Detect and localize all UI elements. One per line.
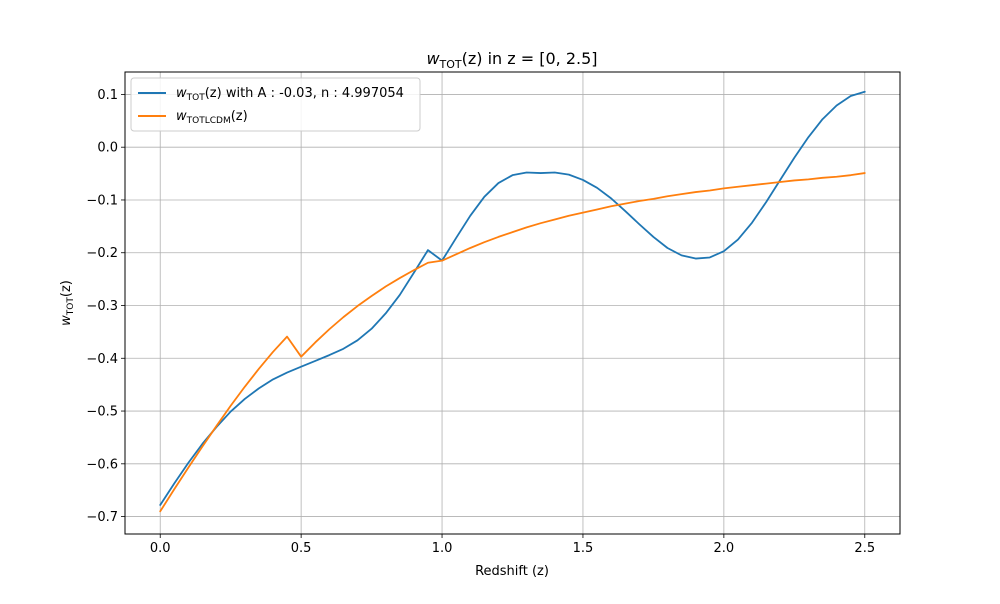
y-tick-label: −0.3 (86, 299, 118, 314)
legend-label-wtot: wTOT(z) with A : -0.03, n : 4.997054 (176, 86, 404, 103)
legend-box (130, 77, 421, 132)
chart-title: wTOT(z) in z = [0, 2.5] (426, 49, 597, 71)
series-line-wtotlcdm (159, 172, 866, 513)
x-tick-label: 2.5 (854, 541, 875, 556)
legend-label-wtotlcdm: wTOTLCDM(z) (176, 109, 248, 126)
y-axis-ticks: 0.1 0.0 −0.1 −0.2 −0.3 −0.4 −0.5 −0.6 −0.7 (86, 88, 125, 525)
series-line-wtot (159, 90, 866, 506)
x-axis-ticks: 0.0 0.5 1.0 1.5 2.0 2.5 (150, 534, 875, 556)
y-axis-label: wTOT(z) (59, 280, 76, 326)
y-tick-label: −0.2 (86, 246, 118, 261)
axes-frame (124, 71, 901, 535)
x-tick-label: 0.5 (291, 541, 312, 556)
legend: wTOT(z) with A : -0.03, n : 4.997054 wTO… (130, 77, 421, 132)
y-tick-label: 0.1 (97, 88, 118, 103)
x-axis-label: Redshift (z) (475, 564, 549, 579)
grid (125, 72, 900, 534)
y-tick-label: −0.4 (86, 352, 118, 367)
y-tick-label: −0.7 (86, 510, 118, 525)
x-tick-label: 1.0 (432, 541, 453, 556)
x-tick-label: 2.0 (714, 541, 735, 556)
x-tick-label: 0.0 (150, 541, 171, 556)
x-tick-label: 1.5 (573, 541, 594, 556)
y-tick-label: 0.0 (97, 141, 118, 156)
y-tick-label: −0.5 (86, 405, 118, 420)
y-tick-label: −0.1 (86, 193, 118, 208)
plot-lines (159, 90, 866, 513)
y-tick-label: −0.6 (86, 457, 118, 472)
